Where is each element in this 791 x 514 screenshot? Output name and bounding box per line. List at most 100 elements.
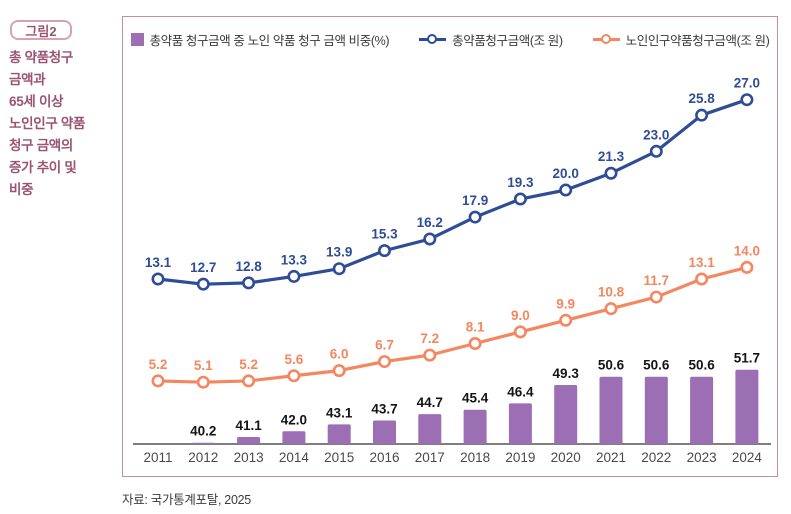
total-claims-line-data-label: 23.0	[643, 127, 669, 142]
elderly-claims-line-data-label: 9.9	[556, 296, 575, 311]
bar-data-label: 51.7	[734, 351, 760, 366]
bar-data-label: 46.4	[507, 384, 534, 399]
chart-panel: 총약품 청구금액 중 노인 약품 청구 금액 비중(%) 총약품청구금액(조 원…	[122, 16, 778, 477]
elderly-claims-line-data-label: 5.2	[149, 357, 168, 372]
elderly-claims-line-marker	[287, 369, 301, 383]
elderly-claims-line-marker	[377, 355, 391, 369]
total-claims-line-marker	[740, 93, 754, 107]
bar	[191, 442, 215, 444]
x-tick-label: 2020	[551, 450, 581, 465]
x-tick-label: 2013	[234, 450, 264, 465]
figure-title-line: 금액과	[9, 72, 46, 87]
bar	[463, 409, 487, 444]
total-claims-line-data-label: 13.9	[326, 245, 352, 260]
bar-data-label: 42.0	[281, 412, 307, 427]
figure-title-line: 총 약품청구	[9, 50, 74, 65]
source-note: 자료: 국가통계포탈, 2025	[122, 493, 251, 507]
legend-label-total: 총약품청구금액(조 원)	[452, 34, 563, 48]
total-claims-line-data-label: 13.1	[145, 255, 172, 270]
bar-data-label: 49.3	[553, 366, 580, 381]
elderly-claims-line-marker	[196, 375, 210, 389]
elderly-claims-line-data-label: 14.0	[734, 243, 760, 258]
bar-data-label: 50.6	[598, 358, 625, 373]
elderly-claims-line-marker	[151, 374, 165, 388]
x-tick-label: 2014	[279, 450, 310, 465]
x-tick-label: 2022	[641, 450, 671, 465]
bar-data-label: 43.7	[371, 402, 397, 417]
elderly-claims-line-data-label: 6.0	[330, 347, 349, 362]
bar-data-label: 45.4	[462, 391, 489, 406]
elderly-claims-line	[157, 265, 748, 384]
bar	[735, 369, 759, 444]
bar	[599, 376, 623, 444]
x-tick-label: 2011	[143, 450, 172, 465]
bar	[373, 420, 396, 444]
total-claims-line-data-label: 27.0	[734, 76, 760, 91]
elderly-claims-line-marker	[649, 290, 663, 304]
line-marker-icon	[592, 34, 620, 44]
elderly-claims-line-data-label: 9.0	[511, 308, 530, 323]
elderly-claims-line-data-label: 5.1	[194, 358, 213, 373]
total-claims-line-data-label: 17.9	[462, 193, 488, 208]
figure-title-line: 비중	[9, 182, 34, 197]
elderly-claims-line-marker	[468, 337, 482, 351]
figure-title-line: 청구 금액의	[9, 138, 74, 153]
figure-title-line: 노인인구 약품	[9, 116, 86, 131]
x-tick-label: 2021	[596, 450, 626, 465]
elderly-claims-line-data-label: 11.7	[644, 273, 670, 288]
total-claims-line-marker	[151, 272, 165, 286]
figure-tag-label: 그림2	[25, 23, 57, 39]
legend-item-elderly: 노인인구약품청구금액(조 원)	[592, 30, 770, 49]
bar-data-label: 41.1	[235, 418, 262, 433]
elderly-claims-line-data-label: 7.2	[420, 331, 439, 346]
bar-data-label: 44.7	[417, 395, 443, 410]
elderly-claims-line-marker	[423, 348, 437, 362]
x-tick-label: 2017	[415, 450, 445, 465]
bar	[508, 403, 532, 444]
bar	[554, 384, 578, 444]
total-claims-line-marker	[695, 108, 709, 122]
legend-label-elderly: 노인인구약품청구금액(조 원)	[625, 34, 770, 48]
elderly-claims-line-data-label: 10.8	[598, 285, 625, 300]
figure-tag: 그림2	[10, 20, 72, 40]
total-claims-line-data-label: 13.3	[281, 252, 308, 267]
elderly-claims-line-data-label: 13.1	[688, 255, 715, 270]
x-tick-label: 2016	[369, 450, 399, 465]
total-claims-line-marker	[423, 232, 437, 246]
bar-data-label: 40.2	[190, 424, 216, 439]
elderly-claims-line-data-label: 5.2	[239, 357, 258, 372]
total-claims-line-marker	[287, 269, 301, 283]
chart-legend: 총약품 청구금액 중 노인 약품 청구 금액 비중(%) 총약품청구금액(조 원…	[123, 30, 777, 49]
figure-title: 총 약품청구 금액과 65세 이상 노인인구 약품 청구 금액의 증가 추이 및 비중	[9, 47, 121, 201]
total-claims-line-data-label: 16.2	[417, 215, 443, 230]
total-claims-line-data-label: 25.8	[688, 91, 715, 106]
bar	[282, 431, 306, 444]
elderly-claims-line-marker	[332, 364, 346, 378]
total-claims-line-marker	[513, 192, 527, 206]
figure-title-line: 65세 이상	[9, 94, 64, 109]
elderly-claims-line-marker	[513, 325, 527, 339]
legend-item-total: 총약품청구금액(조 원)	[419, 30, 563, 49]
total-claims-line	[157, 98, 748, 286]
total-claims-line-marker	[468, 210, 482, 224]
total-claims-line-data-label: 20.0	[553, 166, 579, 181]
total-claims-line-marker	[604, 166, 618, 180]
bar	[418, 414, 442, 444]
bar-data-label: 50.6	[688, 358, 715, 373]
elderly-claims-line-marker	[695, 272, 709, 286]
total-claims-line-data-label: 12.7	[190, 260, 216, 275]
elderly-claims-line-data-label: 5.6	[285, 352, 304, 367]
total-claims-line-marker	[559, 183, 573, 197]
elderly-claims-line-marker	[242, 374, 256, 388]
bar	[327, 424, 351, 444]
total-claims-line-marker	[649, 144, 663, 158]
total-claims-line-marker	[332, 262, 346, 276]
total-claims-line-marker	[242, 276, 256, 290]
x-tick-label: 2024	[732, 450, 763, 465]
x-tick-label: 2019	[505, 450, 535, 465]
legend-item-ratio: 총약품 청구금액 중 노인 약품 청구 금액 비중(%)	[130, 30, 390, 49]
x-tick-label: 2018	[460, 450, 490, 465]
elderly-claims-line-data-label: 8.1	[466, 320, 485, 335]
elderly-claims-line-marker	[604, 302, 618, 316]
